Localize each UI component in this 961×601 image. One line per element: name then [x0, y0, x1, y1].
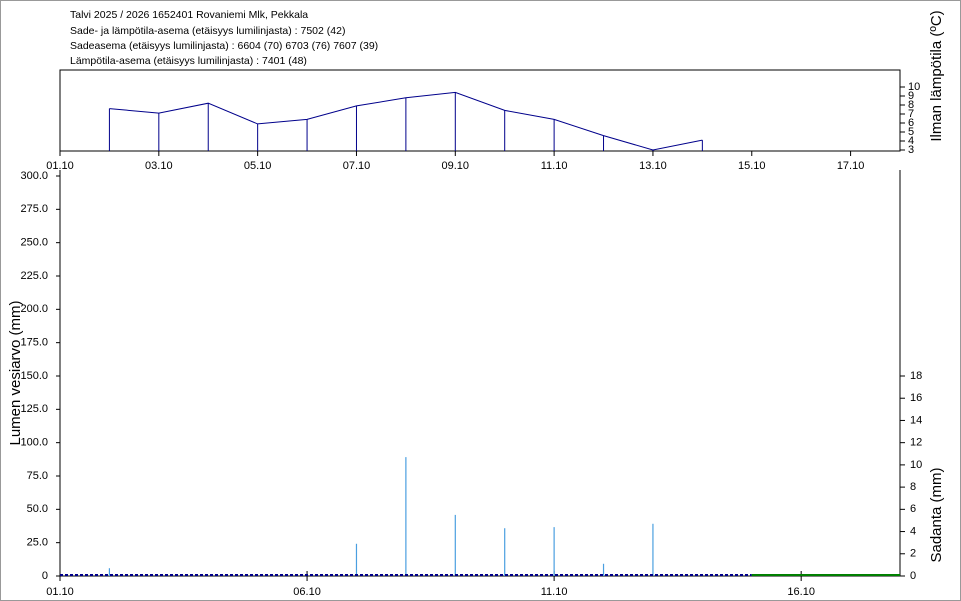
y-tick-label: 25.0	[27, 537, 48, 549]
y2-tick-label: 18	[910, 370, 922, 382]
y2-tick-label: 14	[910, 414, 922, 426]
y2-tick-label: 4	[908, 135, 914, 147]
x-tick-label: 13.10	[639, 160, 667, 172]
x-tick-label: 01.10	[46, 586, 74, 598]
y-tick-label: 125.0	[20, 403, 48, 415]
x-tick-label: 01.10	[46, 160, 74, 172]
y-tick-label: 0	[42, 570, 48, 582]
x-tick-label: 05.10	[244, 160, 272, 172]
header-line: Sadeasema (etäisyys lumilinjasta) : 6604…	[70, 40, 378, 52]
y-tick-label: 175.0	[20, 337, 48, 349]
y2-axis-title: Sadanta (mm)	[928, 467, 945, 562]
x-tick-label: 09.10	[442, 160, 470, 172]
y-tick-label: 250.0	[20, 237, 48, 249]
y2-tick-label: 0	[910, 570, 916, 582]
y2-tick-label: 3	[908, 144, 914, 156]
y2-tick-label: 10	[908, 81, 920, 93]
y2-tick-label: 2	[910, 548, 916, 560]
y2-tick-label: 5	[908, 126, 914, 138]
x-tick-label: 03.10	[145, 160, 173, 172]
x-tick-label: 06.10	[293, 586, 321, 598]
y2-tick-label: 12	[910, 437, 922, 449]
x-tick-label: 15.10	[738, 160, 766, 172]
y2-tick-label: 16	[910, 392, 922, 404]
plot-frame	[59, 69, 901, 152]
y-tick-label: 150.0	[20, 370, 48, 382]
x-tick-label: 17.10	[837, 160, 865, 172]
y-tick-label: 75.0	[27, 470, 48, 482]
y-tick-label: 300.0	[20, 170, 48, 182]
x-tick-label: 16.10	[787, 586, 815, 598]
y2-tick-label: 4	[910, 525, 916, 537]
x-tick-label: 11.10	[541, 160, 568, 172]
y-tick-label: 50.0	[27, 503, 48, 515]
header-line: Sade- ja lämpötila-asema (etäisyys lumil…	[70, 25, 345, 37]
y-tick-label: 200.0	[20, 303, 48, 315]
y2-tick-label: 8	[910, 481, 916, 493]
header-line: Talvi 2025 / 2026 1652401 Rovaniemi Mlk,…	[70, 9, 308, 21]
y-tick-label: 225.0	[20, 270, 48, 282]
y2-tick-label: 7	[908, 108, 914, 120]
header-line: Lämpötila-asema (etäisyys lumilinjasta) …	[70, 55, 307, 67]
y2-tick-label: 10	[910, 459, 922, 471]
y-tick-label: 100.0	[20, 437, 48, 449]
y2-tick-label: 8	[908, 99, 914, 111]
y-tick-label: 275.0	[20, 203, 48, 215]
y2-tick-label: 6	[908, 117, 914, 129]
y2-tick-label: 9	[908, 90, 914, 102]
x-tick-label: 07.10	[343, 160, 371, 172]
y-axis-title: Lumen vesiarvo (mm)	[7, 300, 24, 445]
x-tick-label: 11.10	[541, 586, 568, 598]
y2-axis-title: Ilman lämpötila (ºC)	[928, 10, 945, 141]
y2-tick-label: 6	[910, 503, 916, 515]
temperature-line	[109, 91, 703, 151]
